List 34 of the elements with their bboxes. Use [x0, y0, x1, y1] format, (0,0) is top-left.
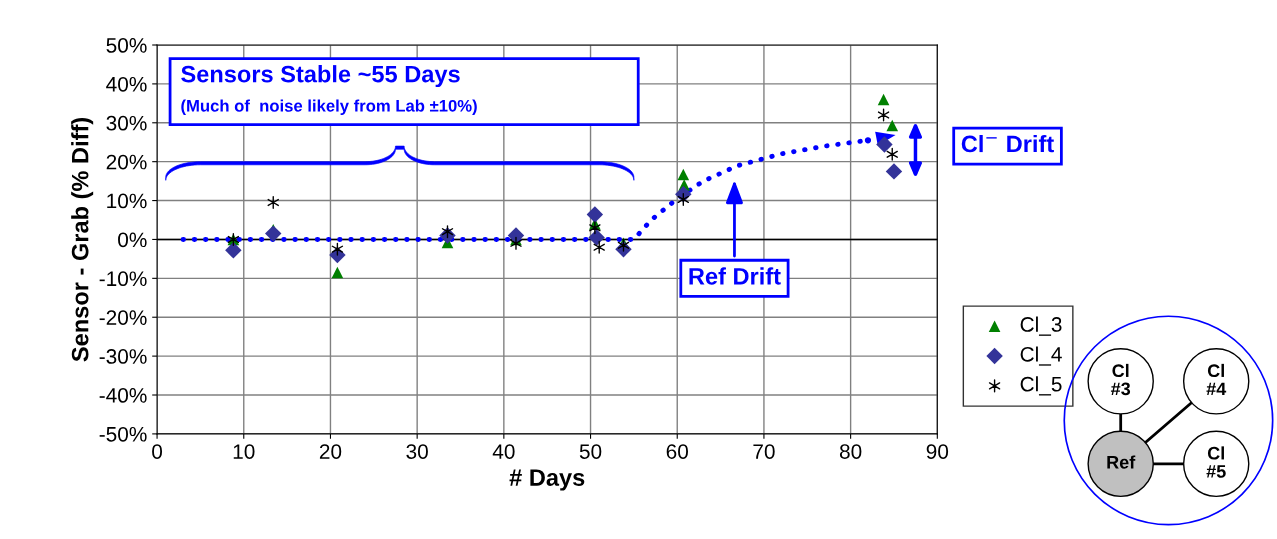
x-tick-label: 60 — [666, 444, 689, 459]
legend-label: Cl_5 — [1020, 376, 1062, 396]
text: Ref — [1107, 455, 1136, 469]
y-tick-label: 50% — [106, 38, 147, 53]
text: Cl #4 — [1206, 363, 1227, 396]
x-tick-label: 80 — [839, 444, 862, 459]
y-tick-label: -10% — [99, 271, 147, 287]
y-tick-label: 20% — [106, 154, 147, 170]
text: Cl$^{−}$ Drift — [961, 134, 1054, 153]
annotation: Ref Drift — [689, 267, 781, 285]
y-tick-label: 40% — [106, 76, 147, 92]
y-axis-title: Sensor - Grab (% Diff) — [71, 117, 94, 362]
y-tick-label: -20% — [99, 310, 147, 325]
x-tick-label: 20 — [319, 444, 342, 459]
text: Cl #3 — [1110, 363, 1131, 396]
y-tick-label: 0% — [118, 232, 147, 248]
y-tick-label: -40% — [99, 388, 147, 403]
x-tick-label: 50 — [579, 444, 602, 459]
y-tick-label: 30% — [106, 115, 147, 131]
x-tick-label: 0 — [152, 444, 163, 459]
x-axis-title: # Days — [509, 469, 585, 491]
text: Cl #5 — [1206, 446, 1226, 478]
legend-label: Cl_4 — [1020, 346, 1062, 366]
x-tick-label: 70 — [753, 444, 775, 459]
y-tick-label: -30% — [99, 349, 147, 364]
y-tick-label: 10% — [107, 193, 147, 209]
x-tick-label: 30 — [406, 444, 428, 459]
x-tick-label: 10 — [233, 444, 255, 459]
annotation: Sensors Stable ~55 Days — [181, 65, 460, 88]
x-tick-label: 40 — [492, 444, 515, 459]
legend-label: Cl_3 — [1020, 316, 1062, 336]
annotation: (Much of noise likely from Lab ±10%) — [181, 99, 477, 115]
x-tick-label: 90 — [926, 444, 949, 459]
y-tick-label: -50% — [99, 426, 147, 442]
